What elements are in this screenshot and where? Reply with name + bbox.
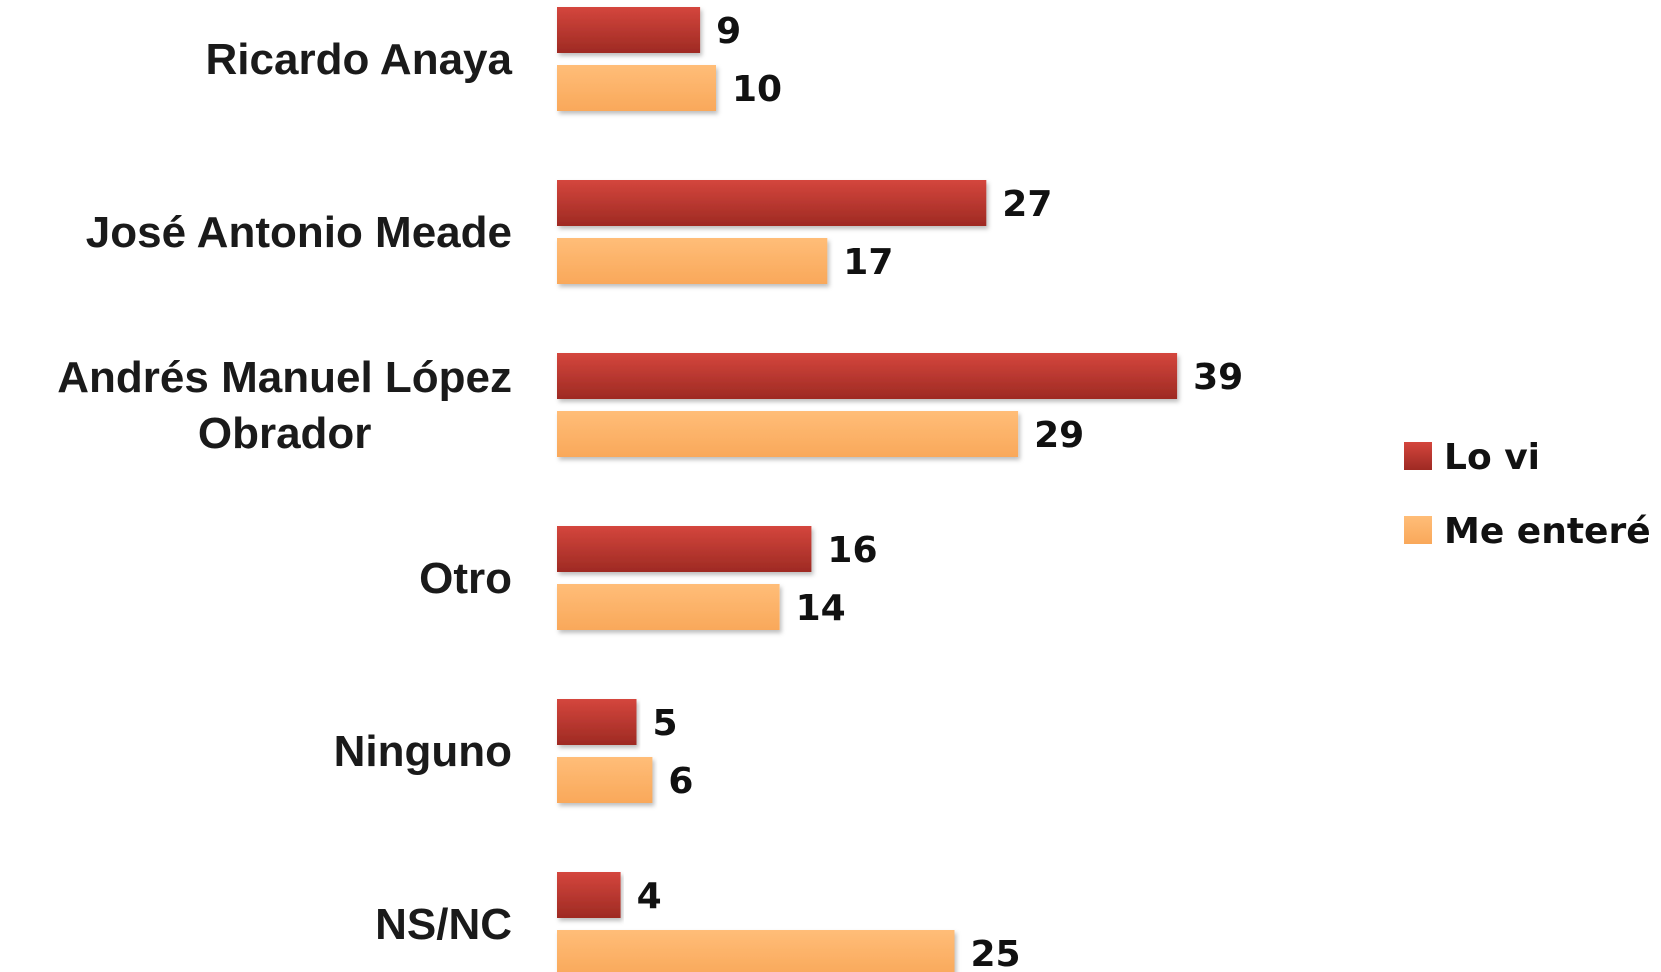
value-label-lo-vi-otro: 16 — [827, 530, 877, 571]
legend-swatch-me-entere — [1404, 516, 1432, 544]
bars-layer — [557, 7, 1178, 972]
bar-lo-vi-ninguno — [557, 699, 637, 745]
value-label-me-entere-ricardo-anaya: 10 — [732, 69, 782, 110]
bar-lo-vi-andres-manuel-lopez-obrador — [557, 353, 1178, 399]
bar-lo-vi-jose-antonio-meade — [557, 180, 987, 226]
bar-me-entere-andres-manuel-lopez-obrador — [557, 411, 1019, 457]
value-label-lo-vi-ns-nc: 4 — [637, 876, 662, 917]
labels-layer: 9 10 Ricardo Anaya 27 17 José Antonio Meade 39… — [57, 11, 1243, 972]
value-label-me-entere-ns-nc: 25 — [971, 934, 1021, 972]
value-label-me-entere-ninguno: 6 — [668, 761, 693, 802]
value-label-me-entere-andres-manuel-lopez-obrador: 29 — [1034, 415, 1084, 456]
bar-lo-vi-ns-nc — [557, 872, 621, 918]
legend-swatch-lo-vi — [1404, 442, 1432, 470]
bar-lo-vi-otro — [557, 526, 812, 572]
category-label-ninguno: Ninguno — [334, 727, 512, 776]
category-label-andres-manuel-lopez-obrador: Andrés Manuel López Obrador — [57, 353, 512, 458]
category-label-ricardo-anaya: Ricardo Anaya — [206, 35, 513, 84]
bar-me-entere-ninguno — [557, 757, 653, 803]
value-label-me-entere-otro: 14 — [796, 588, 846, 629]
value-label-lo-vi-andres-manuel-lopez-obrador: 39 — [1193, 357, 1243, 398]
category-label-jose-antonio-meade: José Antonio Meade — [86, 208, 512, 257]
value-label-lo-vi-jose-antonio-meade: 27 — [1002, 184, 1052, 225]
legend: Lo vi Me enteré — [1404, 437, 1651, 552]
bar-me-entere-ns-nc — [557, 930, 955, 972]
value-label-lo-vi-ricardo-anaya: 9 — [716, 11, 741, 52]
category-label-ns-nc: NS/NC — [375, 900, 512, 949]
category-label-otro: Otro — [419, 554, 512, 603]
legend-label-lo-vi: Lo vi — [1444, 437, 1540, 478]
value-label-me-entere-jose-antonio-meade: 17 — [843, 242, 893, 283]
bar-lo-vi-ricardo-anaya — [557, 7, 701, 53]
bar-me-entere-ricardo-anaya — [557, 65, 716, 111]
value-label-lo-vi-ninguno: 5 — [653, 703, 678, 744]
legend-label-me-entere: Me enteré — [1444, 511, 1651, 552]
bar-me-entere-jose-antonio-meade — [557, 238, 828, 284]
bar-me-entere-otro — [557, 584, 780, 630]
